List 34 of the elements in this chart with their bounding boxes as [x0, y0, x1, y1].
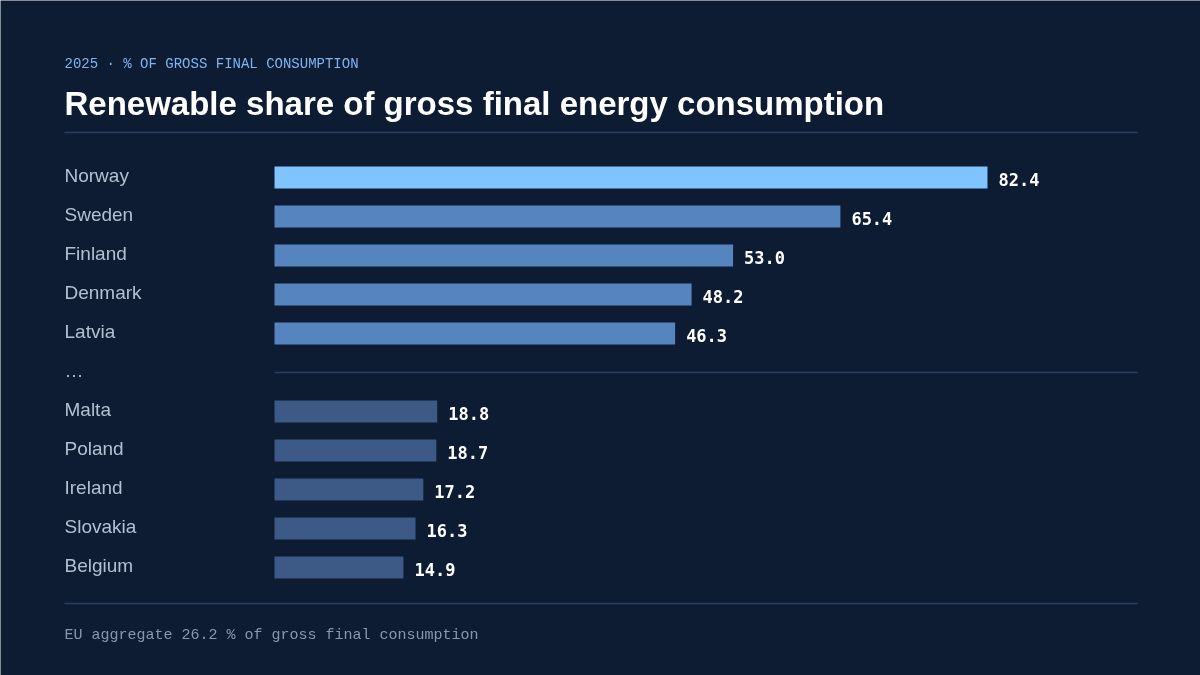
data-label: 65.4 — [851, 209, 893, 229]
y-tick-label: Latvia — [64, 321, 116, 342]
data-label: 16.3 — [426, 521, 468, 541]
y-tick-label: Norway — [64, 165, 130, 186]
data-label: 14.9 — [414, 560, 456, 580]
y-tick-label: Malta — [64, 399, 112, 420]
data-label: 46.3 — [686, 326, 728, 346]
data-label: 18.8 — [448, 404, 490, 424]
y-tick-label: Sweden — [64, 204, 134, 225]
bar — [274, 205, 841, 228]
bar — [274, 439, 437, 462]
bar — [274, 166, 988, 189]
data-label: 17.2 — [434, 482, 476, 502]
bar — [274, 517, 416, 540]
y-tick-label: Slovakia — [64, 516, 137, 537]
bar — [274, 556, 404, 579]
bar — [274, 322, 676, 345]
bar — [274, 244, 734, 267]
data-label: 18.7 — [447, 443, 489, 463]
data-label: 82.4 — [998, 170, 1040, 190]
y-tick-label: Belgium — [64, 555, 134, 576]
chart-subtitle: 2025 · % OF GROSS FINAL CONSUMPTION — [64, 55, 359, 72]
y-tick-label: Ireland — [64, 477, 123, 498]
bar — [274, 283, 692, 306]
y-tick-label: Poland — [64, 438, 124, 459]
data-label: 53.0 — [744, 248, 786, 268]
text: EU aggregate 26.2 % of gross final consumption — [64, 627, 479, 644]
y-tick-label: Denmark — [64, 282, 143, 303]
y-tick-label: Finland — [64, 243, 127, 264]
data-label: 48.2 — [702, 287, 744, 307]
bar — [274, 400, 438, 423]
chart-title: Renewable share of gross final energy consumption — [64, 85, 885, 122]
bar — [274, 478, 424, 501]
y-tick-label: … — [64, 360, 84, 381]
